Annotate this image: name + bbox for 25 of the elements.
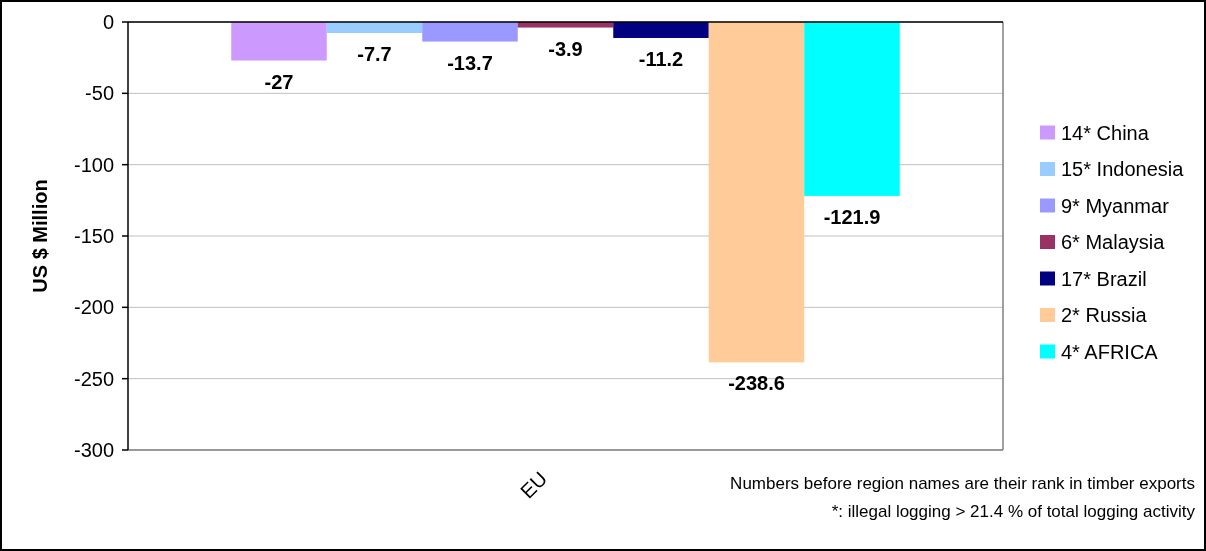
legend-label: 6* Malaysia bbox=[1061, 231, 1166, 254]
legend-label: 2* Russia bbox=[1061, 304, 1148, 327]
y-tick-label: -100 bbox=[73, 153, 114, 176]
data-label: -27 bbox=[264, 70, 294, 93]
text: *: illegal logging > 21.4 % of total logging activity bbox=[831, 502, 1196, 521]
data-label: -11.2 bbox=[638, 47, 684, 70]
data-label: -238.6 bbox=[728, 372, 785, 395]
data-label: -13.7 bbox=[447, 51, 493, 74]
y-tick-label: -150 bbox=[73, 225, 114, 247]
text: Numbers before region names are their rank in timber exports bbox=[730, 474, 1195, 493]
data-label: -121.9 bbox=[823, 205, 881, 228]
y-tick-label: 0 bbox=[102, 11, 114, 33]
y-tick-label: -200 bbox=[73, 296, 114, 319]
y-tick-label: -250 bbox=[73, 367, 114, 390]
data-label: -7.7 bbox=[357, 42, 392, 65]
y-tick-label: -50 bbox=[85, 82, 114, 105]
legend-label: 15* Indonesia bbox=[1061, 158, 1185, 181]
data-label: -3.9 bbox=[548, 37, 583, 60]
y-axis-title: US $ Million bbox=[29, 179, 51, 293]
x-tick-label: EU bbox=[516, 467, 552, 503]
y-tick-label: -300 bbox=[73, 439, 114, 461]
legend-label: 14* China bbox=[1061, 121, 1150, 144]
legend-label: 17* Brazil bbox=[1061, 267, 1147, 290]
legend-label: 9* Myanmar bbox=[1061, 194, 1170, 217]
legend-label: 4* AFRICA bbox=[1061, 340, 1159, 363]
